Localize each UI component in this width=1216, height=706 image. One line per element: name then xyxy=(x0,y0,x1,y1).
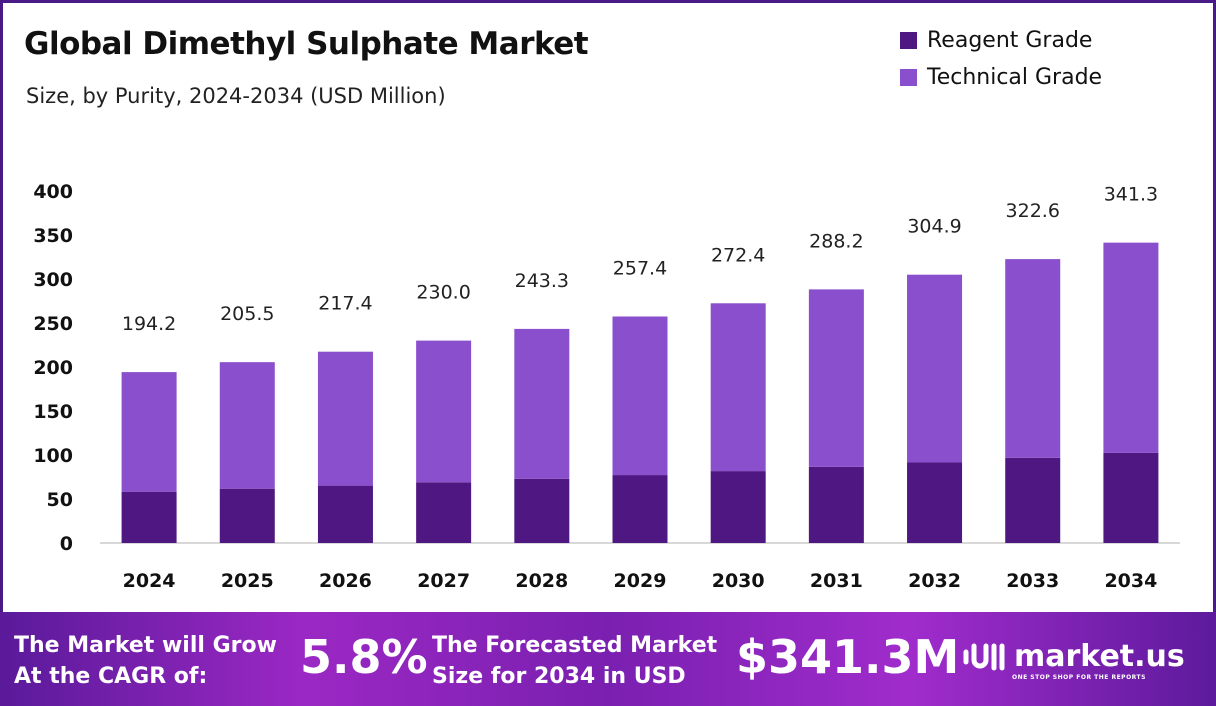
y-tick-label: 250 xyxy=(33,313,73,335)
logo-icon xyxy=(963,643,1005,671)
bar-reagent xyxy=(612,475,668,543)
summary-banner: The Market will Grow At the CAGR of: 5.8… xyxy=(0,612,1216,706)
data-label: 322.6 xyxy=(1006,200,1060,222)
x-tick-label: 2028 xyxy=(515,570,568,592)
y-tick-label: 400 xyxy=(33,181,73,203)
legend-swatch-reagent xyxy=(900,32,917,49)
cagr-label-line1: The Market will Grow xyxy=(14,633,277,658)
bar-technical xyxy=(612,316,668,476)
bar-reagent xyxy=(710,471,766,543)
legend-technical: Technical Grade xyxy=(900,65,1102,90)
y-tick-label: 100 xyxy=(33,445,73,467)
bar-technical xyxy=(219,362,275,489)
bar-reagent xyxy=(907,462,963,543)
data-label: 257.4 xyxy=(613,257,667,279)
bar-reagent xyxy=(317,485,373,543)
chart-subtitle: Size, by Purity, 2024-2034 (USD Million) xyxy=(26,84,446,108)
legend-label: Reagent Grade xyxy=(927,28,1093,53)
logo: market.us ONE STOP SHOP FOR THE REPORTS xyxy=(962,638,1185,681)
bar-technical xyxy=(1103,242,1159,453)
x-tick-label: 2033 xyxy=(1006,570,1059,592)
x-tick-label: 2027 xyxy=(417,570,470,592)
logo-tagline: ONE STOP SHOP FOR THE REPORTS xyxy=(1012,674,1146,681)
chart-title: Global Dimethyl Sulphate Market xyxy=(24,26,589,62)
y-tick-label: 200 xyxy=(33,357,73,379)
bar-technical xyxy=(317,351,373,486)
bar-reagent xyxy=(1005,457,1061,543)
x-tick-label: 2031 xyxy=(810,570,863,592)
bar-technical xyxy=(907,274,963,463)
bar-reagent xyxy=(416,482,472,543)
data-label: 230.0 xyxy=(416,282,470,304)
bar-technical xyxy=(514,328,570,479)
data-label: 341.3 xyxy=(1104,184,1158,206)
x-tick-label: 2032 xyxy=(908,570,961,592)
bar-reagent xyxy=(808,466,864,543)
y-tick-label: 350 xyxy=(33,225,73,247)
forecast-label: The Forecasted Market Size for 2034 in U… xyxy=(432,630,717,692)
bar-reagent xyxy=(1103,452,1159,543)
y-tick-label: 300 xyxy=(33,269,73,291)
logo-name: market.us xyxy=(1014,638,1185,674)
bar-technical xyxy=(416,340,472,483)
bar-technical xyxy=(710,303,766,472)
bar-technical xyxy=(121,372,177,492)
bar-reagent xyxy=(219,488,275,543)
cagr-label: The Market will Grow At the CAGR of: xyxy=(14,630,277,692)
y-tick-label: 0 xyxy=(60,533,73,555)
x-tick-label: 2034 xyxy=(1104,570,1157,592)
y-tick-label: 50 xyxy=(47,489,73,511)
x-tick-label: 2026 xyxy=(319,570,372,592)
forecast-label-line1: The Forecasted Market xyxy=(432,633,718,658)
x-tick-label: 2029 xyxy=(614,570,667,592)
bar-reagent xyxy=(514,478,570,543)
data-label: 243.3 xyxy=(515,270,569,292)
bar-chart: 0 50 100 150 200 250 300 350 400 194.2 2024 205.5 20… xyxy=(33,181,1180,592)
bar-technical xyxy=(808,289,864,467)
x-tick-label: 2024 xyxy=(123,570,176,592)
x-tick-label: 2030 xyxy=(712,570,765,592)
legend-label: Technical Grade xyxy=(927,65,1103,90)
data-label: 194.2 xyxy=(122,313,176,335)
legend-reagent: Reagent Grade xyxy=(900,28,1092,53)
y-tick-label: 150 xyxy=(33,401,73,423)
forecast-label-line2: Size for 2034 in USD xyxy=(432,664,686,689)
x-tick-label: 2025 xyxy=(221,570,274,592)
data-label: 217.4 xyxy=(318,293,372,315)
data-label: 288.2 xyxy=(809,230,863,252)
cagr-value: 5.8% xyxy=(300,630,428,684)
cagr-label-line2: At the CAGR of: xyxy=(14,664,208,689)
forecast-value: $341.3M xyxy=(736,630,960,684)
data-label: 272.4 xyxy=(711,244,765,266)
legend-swatch-technical xyxy=(900,69,917,86)
bar-technical xyxy=(1005,259,1061,458)
data-label: 304.9 xyxy=(907,216,961,238)
bar-reagent xyxy=(121,491,177,543)
data-label: 205.5 xyxy=(220,303,274,325)
